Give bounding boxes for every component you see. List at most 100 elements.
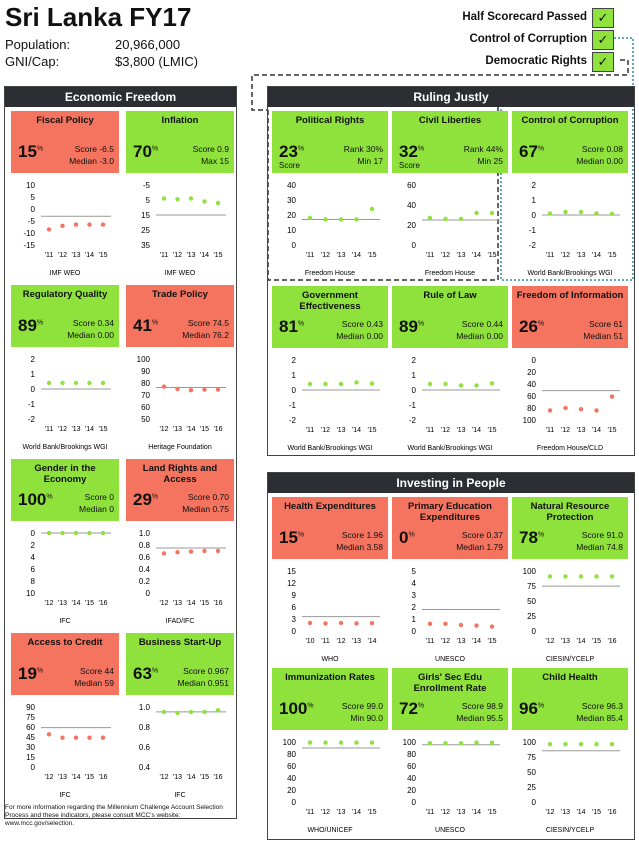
y-tick-label: 1: [532, 196, 537, 205]
data-point: [594, 742, 599, 747]
percentile: 70%: [133, 142, 158, 162]
card-header: Primary Education Expenditures 0% Score 0.…: [392, 497, 508, 559]
percentile-sub: Score: [399, 161, 420, 170]
indicator-name: Business Start-Up: [138, 637, 222, 648]
gni-label: GNI/Cap:: [5, 54, 60, 69]
y-tick-label: 60: [527, 392, 536, 401]
y-tick-label: 0.4: [139, 763, 151, 772]
data-point: [458, 216, 464, 222]
card-header: Health Expenditures 15% Score 1.96 Median 3…: [272, 497, 388, 559]
y-tick-label: 50: [141, 415, 150, 424]
percentile-value: 19: [18, 664, 37, 683]
x-tick-label: '13: [173, 600, 182, 607]
stat-label: Score: [74, 144, 97, 154]
y-tick-label: 45: [26, 733, 35, 742]
percent-unit: %: [307, 702, 314, 710]
indicator-name: Access to Credit: [27, 637, 103, 648]
stat-value: 96.3: [606, 701, 623, 711]
x-tick-label: '12: [58, 252, 67, 259]
indicator-card: Control of Corruption 67% Score 0.08 Median…: [512, 111, 628, 279]
indicator-card: Natural Resource Protection 78% Score 91.0…: [512, 497, 628, 665]
y-tick-label: 3: [292, 615, 297, 624]
x-tick-label: '14: [71, 774, 80, 781]
x-tick-label: '12: [173, 252, 182, 259]
source: IMF WEO: [50, 270, 81, 277]
percent-unit: %: [417, 702, 425, 710]
stat: Score 0.34: [73, 318, 114, 328]
stat: Max 15: [201, 156, 229, 166]
y-tick-label: 20: [287, 211, 296, 220]
data-point: [188, 196, 194, 201]
indicator-name: Child Health: [542, 672, 598, 683]
stat-value: 0.00: [97, 330, 114, 340]
data-point: [563, 574, 568, 579]
data-point: [609, 211, 615, 216]
stat-label: Median: [336, 542, 365, 552]
stat-label: Score: [581, 530, 605, 540]
percentile-value: 63: [133, 664, 152, 683]
data-point: [338, 620, 344, 626]
data-point: [578, 407, 584, 412]
source: IFAD/IFC: [166, 618, 195, 625]
gni: $3,800 (LMIC): [115, 54, 199, 69]
x-tick-label: '14: [576, 809, 585, 816]
y-tick-label: 100: [137, 355, 151, 364]
percentile: 41%: [133, 316, 158, 336]
percentile: 32%: [399, 142, 424, 162]
indicator-card: Business Start-Up 63% Score 0.967 Median 0.…: [126, 633, 234, 801]
x-tick-label: '12: [441, 809, 450, 816]
stat-label: Median: [79, 504, 107, 514]
data-point: [578, 209, 584, 215]
source: IFC: [59, 618, 70, 625]
source: UNESCO: [435, 827, 466, 834]
x-tick-label: '10: [305, 638, 314, 645]
percentile: 15%: [18, 142, 43, 162]
data-point: [60, 223, 65, 228]
x-tick-label: '12: [321, 809, 330, 816]
stat: Score 0.43: [342, 319, 383, 329]
x-tick-label: '14: [186, 774, 195, 781]
x-tick-label: '15: [367, 809, 376, 816]
x-tick-label: '15: [200, 426, 209, 433]
data-point: [202, 387, 207, 392]
data-point: [458, 622, 464, 628]
stat-label: Score: [341, 701, 365, 711]
indicator-card: Land Rights and Access 29% Score 0.70 Media…: [126, 459, 234, 627]
y-tick-label: 0.6: [139, 553, 151, 562]
percentile-value: 78: [519, 528, 538, 547]
stat-label: Median: [182, 504, 211, 514]
stat: Median 76.2: [182, 330, 229, 340]
stat: Median 0.00: [67, 330, 114, 340]
stat-label: Score: [461, 530, 485, 540]
stat: Score 98.9: [462, 701, 503, 711]
stat-value: 0.34: [97, 318, 114, 328]
mini-chart: -5 5 15 25 35 '11 '12 '13 '14 '15 IMF WEO: [141, 181, 226, 277]
y-tick-label: 0.4: [139, 565, 151, 574]
stat-value: 44%: [485, 144, 503, 154]
x-tick-label: '13: [71, 426, 80, 433]
data-point: [354, 621, 359, 626]
x-tick-label: '13: [456, 809, 465, 816]
stat: Rank 44%: [464, 144, 503, 154]
card-header: Access to Credit 19% Score 44 Median 59: [11, 633, 119, 695]
y-tick-label: 0.8: [139, 723, 151, 732]
y-tick-label: 6: [31, 565, 36, 574]
percentile-value: 96: [519, 699, 538, 718]
x-tick-label: '15: [85, 600, 94, 607]
percent-unit: %: [417, 320, 425, 328]
stat-value: 59: [104, 678, 114, 688]
y-tick-label: 5: [31, 193, 36, 202]
y-tick-label: 15: [141, 211, 150, 220]
data-point: [443, 381, 448, 387]
stat: Score -6.5: [75, 144, 114, 154]
stat-label: Score: [461, 319, 485, 329]
mini-chart: 0 1 2 3 4 5 '11 '12 '13 '14 '15 UNESCO: [412, 567, 500, 663]
x-tick-label: '13: [576, 252, 585, 259]
data-point: [458, 741, 464, 746]
x-tick-label: '15: [487, 427, 496, 434]
x-tick-label: '14: [352, 809, 361, 816]
source: CIESIN/YCELP: [546, 656, 595, 663]
x-tick-label: '14: [186, 426, 195, 433]
data-point: [73, 530, 79, 536]
data-point: [369, 740, 375, 745]
